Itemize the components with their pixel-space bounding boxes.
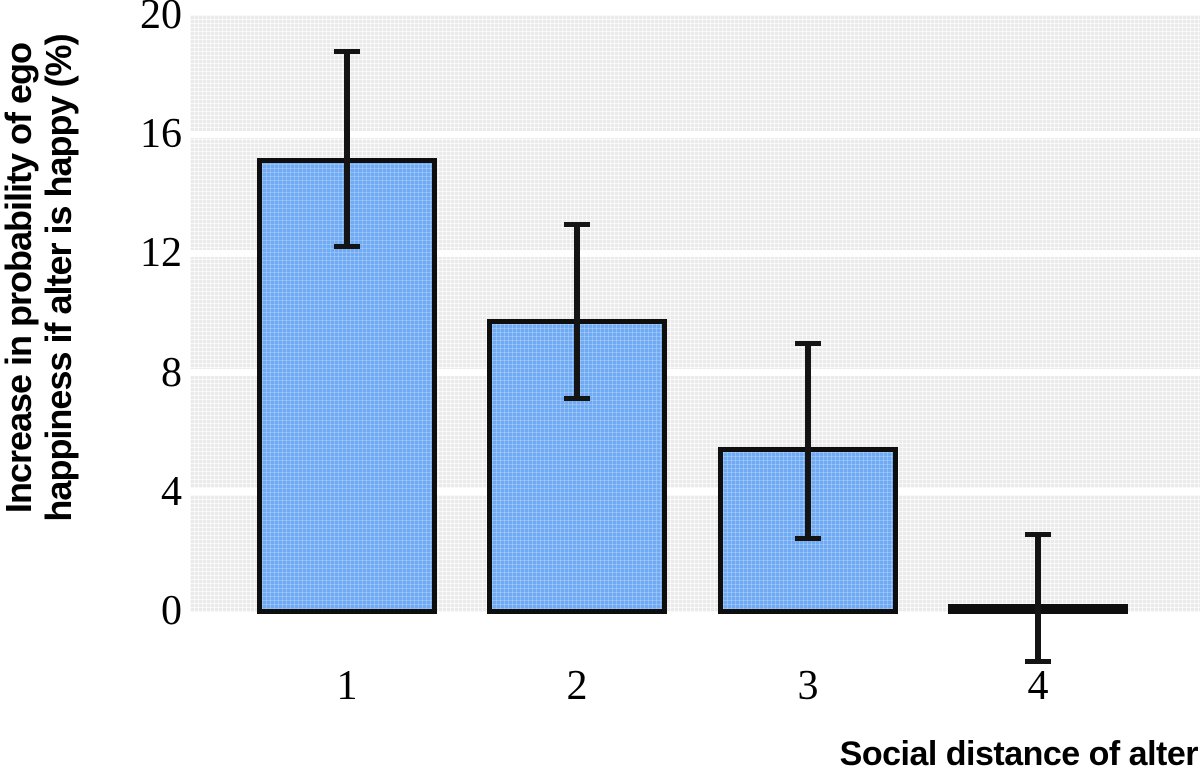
y-axis-title-line-2: happiness if alter is happy (%): [38, 34, 79, 522]
error-bar-cap-bottom-3: [795, 536, 821, 542]
bar-2: [487, 318, 667, 614]
gridline-y-4: [190, 488, 1200, 496]
error-bar-line-3: [805, 342, 811, 540]
error-bar-cap-top-4: [1025, 531, 1051, 537]
error-bar-line-4: [1035, 533, 1041, 662]
y-tick-label-16: 16: [140, 111, 182, 158]
error-bar-line-1: [344, 50, 350, 248]
bar-1: [257, 158, 437, 614]
y-tick-label-20: 20: [140, 0, 182, 38]
error-bar-cap-top-1: [334, 48, 360, 54]
error-bar-cap-bottom-2: [564, 396, 590, 402]
gridline-y-16: [190, 130, 1200, 138]
x-tick-label-3: 3: [797, 663, 819, 709]
x-tick-label-4: 4: [1027, 663, 1049, 709]
y-tick-label-0: 0: [161, 588, 182, 634]
error-bar-cap-top-3: [795, 340, 821, 346]
gridline-y-12: [190, 249, 1200, 257]
x-axis-title: Social distance of alter: [839, 735, 1199, 773]
x-tick-label-2: 2: [566, 663, 588, 709]
gridline-y-8: [190, 369, 1200, 377]
y-tick-label-4: 4: [161, 468, 182, 515]
error-bar-cap-bottom-4: [1025, 658, 1051, 664]
error-bar-cap-top-2: [564, 221, 590, 227]
y-axis-title-line-1: Increase in probability of ego: [0, 42, 39, 514]
y-axis-title: Increase in probability of ego happiness…: [0, 0, 81, 558]
bar-3: [718, 447, 898, 614]
y-tick-label-12: 12: [140, 230, 182, 277]
error-bar-cap-bottom-1: [334, 244, 360, 250]
x-tick-label-1: 1: [336, 663, 358, 709]
y-tick-label-8: 8: [161, 349, 182, 396]
error-bar-line-2: [574, 223, 580, 400]
